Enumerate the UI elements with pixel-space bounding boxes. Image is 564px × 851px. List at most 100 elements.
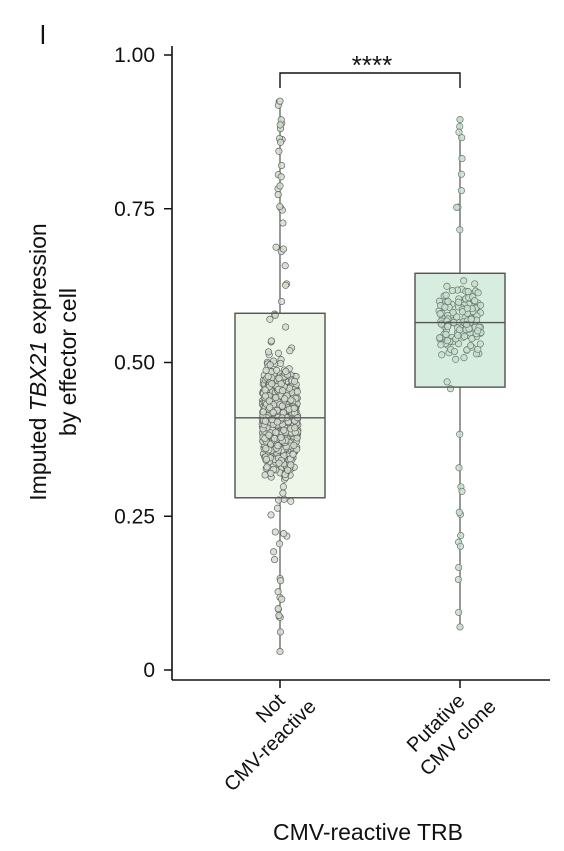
box-outline: [234, 312, 326, 499]
significance-bracket: [279, 72, 461, 88]
data-point: [275, 611, 283, 620]
data-point: [441, 303, 449, 311]
y-axis-title-part3: expression: [25, 223, 51, 341]
data-point: [276, 182, 284, 190]
data-point: [267, 511, 275, 519]
data-point: [259, 408, 267, 416]
data-point: [264, 348, 273, 356]
data-point: [460, 277, 468, 285]
data-point: [280, 426, 288, 434]
data-point: [449, 308, 457, 316]
data-point: [278, 161, 286, 170]
data-point: [274, 442, 282, 450]
data-point: [290, 441, 298, 449]
data-point: [264, 372, 272, 381]
data-point: [276, 202, 284, 211]
data-point: [287, 497, 295, 505]
data-point-max: [276, 97, 284, 105]
y-tick-label: 0.75: [114, 198, 155, 221]
data-point-min: [276, 647, 284, 656]
data-point: [277, 577, 285, 585]
y-axis-title-line2: by effector cell: [55, 288, 81, 436]
data-point: [454, 575, 462, 584]
data-point: [468, 335, 476, 343]
data-point: [457, 170, 465, 178]
data-point: [471, 280, 479, 288]
x-category-labels: NotCMV-reactive PutativeCMV clone: [202, 677, 501, 796]
y-ticks: 0 0.25 0.50 0.75 1.00: [114, 44, 172, 682]
data-point: [287, 461, 295, 469]
data-point: [467, 315, 475, 323]
y-axis-title-gene: TBX21: [25, 341, 51, 411]
data-point: [275, 496, 283, 504]
data-point: [455, 128, 463, 136]
data-point: [265, 431, 273, 439]
data-point: [274, 349, 282, 357]
data-point: [273, 418, 281, 426]
data-point: [274, 191, 282, 199]
data-point: [464, 288, 472, 296]
x-category-label: PutativeCMV clone: [398, 677, 501, 780]
data-point: [279, 489, 287, 497]
data-point: [272, 428, 280, 436]
data-point: [277, 138, 285, 146]
data-point: [471, 297, 479, 305]
data-point: [263, 463, 271, 471]
data-point: [273, 504, 282, 512]
data-point: [474, 289, 482, 297]
data-point: [282, 323, 290, 331]
data-point: [455, 464, 463, 472]
y-tick-label: 0.50: [114, 352, 155, 375]
data-point: [266, 361, 274, 369]
data-point: [457, 532, 465, 540]
data-point: [437, 341, 445, 349]
data-point: [278, 402, 286, 410]
data-point: [286, 347, 294, 355]
data-point: [453, 313, 461, 321]
data-point: [443, 337, 451, 345]
boxes: [234, 272, 506, 499]
data-point: [272, 394, 280, 402]
data-point: [437, 320, 445, 328]
data-point: [476, 340, 484, 348]
data-point: [262, 444, 270, 453]
y-tick-label: 0.25: [114, 505, 155, 528]
data-point: [280, 530, 288, 538]
data-point: [452, 355, 460, 363]
data-point: [269, 408, 277, 416]
data-point: [456, 430, 464, 438]
data-point: [291, 377, 299, 385]
data-point: [454, 331, 462, 339]
data-point: [265, 397, 273, 405]
data-point: [448, 287, 457, 295]
data-point: [474, 327, 482, 335]
y-tick-label: 0: [143, 659, 155, 682]
data-point: [450, 347, 459, 356]
data-points: [234, 97, 506, 656]
y-tick-label: 1.00: [114, 44, 155, 67]
significance-label: ****: [352, 50, 392, 80]
data-point: [460, 332, 469, 340]
x-category-label: NotCMV-reactive: [202, 677, 321, 796]
x-axis-title: CMV-reactive TRB: [273, 819, 463, 845]
data-point: [463, 304, 471, 312]
data-point: [275, 147, 283, 155]
data-point: [443, 378, 451, 386]
data-point: [279, 219, 287, 227]
data-point: [455, 563, 463, 572]
data-point: [281, 262, 289, 270]
data-point: [262, 455, 270, 463]
data-point: [268, 380, 276, 388]
data-point: [271, 528, 279, 536]
data-point: [261, 386, 269, 394]
data-point: [457, 187, 465, 195]
data-point: [442, 330, 450, 338]
y-axis-title-part1: Imputed: [25, 411, 51, 501]
data-point: [276, 628, 284, 636]
data-point: [276, 540, 284, 548]
data-point: [266, 315, 274, 323]
data-point: [279, 387, 287, 395]
data-point: [293, 388, 301, 396]
data-point: [278, 595, 286, 603]
data-point: [276, 359, 285, 367]
